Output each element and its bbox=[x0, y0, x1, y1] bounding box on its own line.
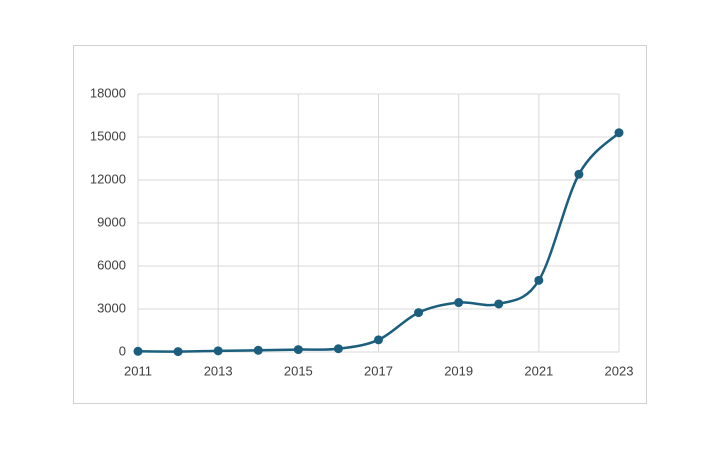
y-tick-label: 15000 bbox=[90, 128, 126, 143]
point bbox=[614, 128, 624, 138]
y-tick-label: 0 bbox=[119, 343, 126, 358]
x-tick-label: 2023 bbox=[605, 363, 634, 378]
point bbox=[333, 344, 343, 354]
x-tick-label: 2019 bbox=[444, 363, 473, 378]
point bbox=[133, 346, 143, 356]
chart-frame bbox=[73, 45, 647, 404]
y-tick-label: 18000 bbox=[90, 85, 126, 100]
point bbox=[374, 335, 383, 345]
point bbox=[574, 169, 584, 179]
x-tick-label: 2021 bbox=[524, 363, 553, 378]
point bbox=[534, 275, 544, 285]
point bbox=[414, 308, 424, 318]
x-tick-label: 2013 bbox=[204, 363, 233, 378]
point bbox=[173, 347, 183, 357]
x-tick-label: 2015 bbox=[284, 363, 313, 378]
y-tick-label: 9000 bbox=[97, 214, 126, 229]
point bbox=[213, 346, 223, 356]
point bbox=[494, 299, 504, 309]
y-tick-label: 6000 bbox=[97, 257, 126, 272]
x-tick-label: 2017 bbox=[364, 363, 393, 378]
point bbox=[454, 298, 464, 308]
point bbox=[253, 345, 263, 355]
y-tick-label: 3000 bbox=[97, 300, 126, 315]
point bbox=[293, 345, 303, 355]
x-tick-label: 2011 bbox=[124, 363, 152, 378]
y-tick-label: 12000 bbox=[90, 171, 126, 186]
